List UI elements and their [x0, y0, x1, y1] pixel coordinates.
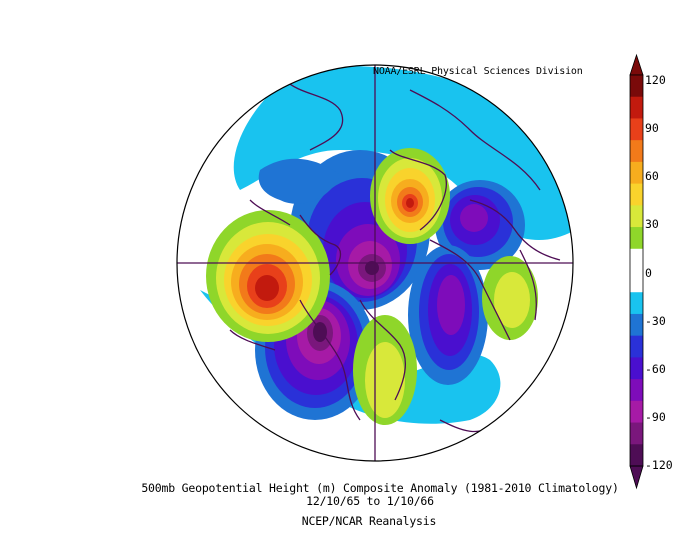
colorbar-swatch [630, 75, 643, 98]
colorbar-swatch [630, 248, 643, 271]
colorbar-swatch [630, 183, 643, 206]
colorbar-swatch [630, 161, 643, 185]
credit-label: NOAA/ESRL Physical Sciences Division [373, 66, 583, 77]
colorbar-swatch [630, 118, 643, 141]
colorbar-tick-label: 30 [645, 217, 659, 232]
anomaly-field [177, 65, 573, 461]
colorbar-tick-label: -120 [645, 458, 673, 472]
colorbar-frame [629, 74, 644, 467]
colorbar-swatch [630, 140, 643, 163]
colorbar-tick-label: -30 [645, 313, 666, 328]
colorbar-max-arrow [629, 53, 644, 76]
colorbar-tick-label: -60 [645, 361, 666, 376]
colorbar-swatch [630, 270, 643, 293]
colorbar-swatch [630, 357, 643, 380]
colorbar-swatch [630, 379, 643, 402]
coastlines [229, 79, 561, 433]
colorbar-swatch [630, 400, 643, 424]
positive-anomaly-eastern-north-america [353, 315, 417, 425]
caption-title: 500mb Geopotential Height (m) Composite … [141, 481, 619, 495]
colorbar-tick-label: 90 [645, 121, 659, 136]
colorbar-tick-label: 60 [645, 169, 659, 184]
colorbar-swatch [630, 313, 643, 337]
colorbar-tick-label: 120 [645, 73, 666, 87]
colorbar-swatch [630, 96, 643, 119]
colorbar [629, 53, 644, 490]
colorbar-swatch [630, 335, 643, 358]
colorbar-swatch [630, 205, 643, 228]
colorbar-tick-label: -90 [645, 409, 666, 424]
map-outline [176, 64, 574, 462]
negative-anomaly-arctic-arm [258, 158, 340, 204]
colorbar-swatch [630, 227, 643, 250]
colorbar-tick-label: 0 [645, 265, 652, 280]
colorbar-swatch [630, 292, 643, 315]
colorbar-swatch [630, 444, 643, 467]
colorbar-swatch [630, 422, 643, 445]
positive-anomaly-greenland [370, 148, 450, 244]
negative-anomaly-western-north-america [255, 280, 375, 420]
positive-anomaly-east-siberia [482, 256, 538, 340]
weak-negative-band-south [200, 290, 501, 424]
caption-dates: 12/10/65 to 1/10/66 [306, 494, 434, 508]
caption-source: NCEP/NCAR Reanalysis [301, 514, 437, 528]
negative-anomaly-atlantic [408, 245, 488, 385]
